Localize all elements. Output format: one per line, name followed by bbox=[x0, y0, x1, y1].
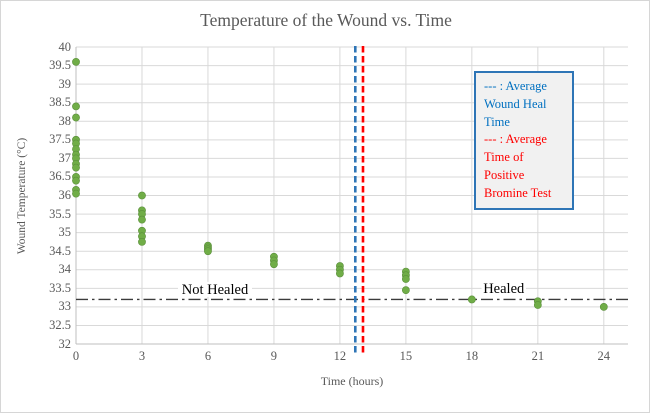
y-tick-label: 40 bbox=[58, 39, 72, 54]
data-point bbox=[204, 247, 212, 256]
legend-box: --- : Average Wound Heal Time --- : Aver… bbox=[474, 71, 574, 211]
annotation-label: Healed bbox=[483, 281, 525, 297]
y-tick-label: 39.5 bbox=[49, 58, 71, 73]
y-tick-label: 34.5 bbox=[49, 243, 71, 258]
y-tick-label: 32.5 bbox=[49, 317, 71, 332]
x-tick-label: 12 bbox=[333, 349, 347, 363]
annotation-mask bbox=[177, 281, 252, 297]
y-tick-label: 33 bbox=[58, 299, 72, 314]
x-tick-label: 24 bbox=[597, 349, 611, 363]
x-tick-label: 21 bbox=[531, 349, 545, 363]
data-point bbox=[599, 302, 608, 311]
y-tick-label: 38 bbox=[58, 113, 72, 128]
annotation-label: Not Healed bbox=[182, 282, 249, 298]
x-tick-label: 18 bbox=[465, 349, 479, 363]
data-point bbox=[72, 163, 80, 172]
data-point bbox=[533, 301, 542, 309]
x-tick-label: 0 bbox=[72, 349, 80, 363]
data-point bbox=[72, 189, 80, 198]
data-point bbox=[72, 113, 80, 122]
data-point bbox=[72, 57, 80, 66]
data-point bbox=[336, 269, 344, 278]
y-tick-label: 36 bbox=[58, 188, 72, 202]
x-tick-label: 9 bbox=[270, 349, 278, 363]
y-tick-label: 35.5 bbox=[49, 206, 71, 221]
data-point bbox=[138, 215, 146, 224]
x-tick-label: 6 bbox=[204, 349, 212, 363]
x-tick-label: 3 bbox=[138, 349, 146, 363]
data-point bbox=[270, 260, 278, 269]
legend-entry-avg-wound-heal-time: --- : Average Wound Heal Time bbox=[484, 79, 547, 129]
data-point bbox=[138, 191, 146, 200]
y-tick-label: 34 bbox=[58, 262, 72, 277]
y-tick-label: 39 bbox=[58, 76, 72, 91]
legend-entry-avg-bromine-test-time: --- : Average Time of Positive Bromine T… bbox=[484, 132, 552, 200]
x-tick-label: 15 bbox=[399, 349, 413, 363]
y-tick-label: 33.5 bbox=[49, 280, 71, 295]
data-point bbox=[467, 295, 476, 304]
y-tick-label: 37.5 bbox=[49, 132, 71, 147]
data-point bbox=[138, 238, 146, 246]
x-axis-title: Time (hours) bbox=[320, 374, 384, 388]
data-point bbox=[401, 286, 410, 295]
annotation-mask bbox=[481, 281, 526, 297]
y-tick-label: 32 bbox=[58, 336, 72, 351]
y-tick-label: 37 bbox=[58, 150, 72, 165]
y-tick-label: 38.5 bbox=[49, 95, 71, 110]
data-point bbox=[72, 102, 80, 111]
data-point bbox=[72, 176, 80, 185]
y-tick-label: 36.5 bbox=[49, 169, 71, 184]
y-tick-label: 35 bbox=[58, 225, 72, 240]
data-point bbox=[401, 275, 410, 283]
chart-title: Temperature of the Wound vs. Time bbox=[200, 10, 452, 30]
